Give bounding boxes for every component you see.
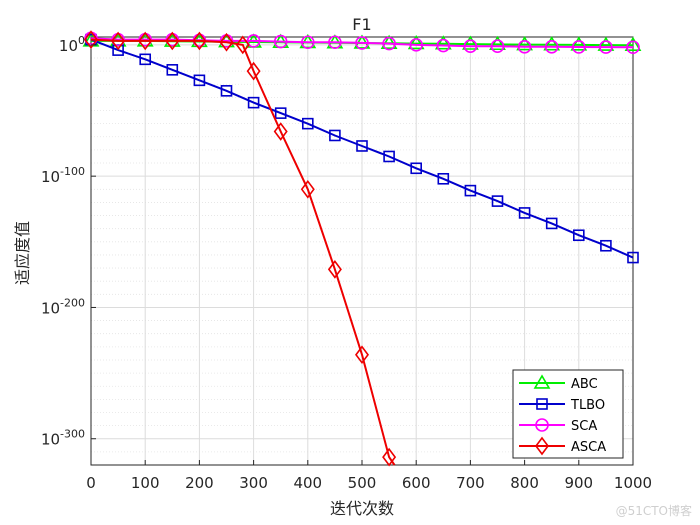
legend-label-asca: ASCA xyxy=(571,440,606,455)
data-point-tlbo xyxy=(356,140,368,152)
data-point-abc xyxy=(434,35,452,50)
data-point-sca xyxy=(382,36,396,51)
x-tick-label: 700 xyxy=(456,474,485,492)
data-point-asca xyxy=(382,447,397,467)
x-tick-label: 1000 xyxy=(614,474,652,492)
legend-marker-abc xyxy=(533,374,551,389)
x-tick-label: 100 xyxy=(131,474,160,492)
data-point-sca xyxy=(571,40,586,54)
data-point-sca xyxy=(328,35,342,50)
series-line-sca xyxy=(90,37,634,49)
series-line-asca xyxy=(90,38,396,466)
legend-marker-tlbo xyxy=(536,398,548,410)
data-point-sca xyxy=(463,39,478,53)
y-axis-label: 适应度值 xyxy=(13,221,32,285)
data-point-tlbo xyxy=(329,129,341,142)
data-point-asca xyxy=(300,179,315,199)
data-point-sca xyxy=(517,40,532,54)
data-point-sca xyxy=(626,40,640,55)
data-point-sca xyxy=(544,40,559,54)
series-tlbo xyxy=(85,33,639,264)
x-tick-label: 200 xyxy=(185,474,214,492)
x-tick-label: 500 xyxy=(348,474,377,492)
data-point-tlbo xyxy=(437,172,450,185)
data-point-abc xyxy=(380,34,398,50)
x-tick-label: 900 xyxy=(564,474,593,492)
data-point-asca xyxy=(165,31,180,51)
data-point-tlbo xyxy=(301,117,314,130)
data-point-abc xyxy=(597,36,615,51)
data-point-abc xyxy=(624,36,642,51)
data-point-asca xyxy=(355,345,369,365)
data-point-abc xyxy=(407,34,425,50)
data-point-sca xyxy=(436,38,451,53)
series-asca xyxy=(84,30,397,467)
data-point-tlbo xyxy=(545,217,558,230)
legend: ABC TLBO SCA ASCA xyxy=(512,369,624,459)
data-point-abc xyxy=(462,35,479,50)
data-point-tlbo xyxy=(383,150,395,163)
data-point-sca xyxy=(490,39,505,53)
data-point-abc xyxy=(543,36,561,51)
data-point-tlbo xyxy=(600,239,612,252)
data-point-abc xyxy=(489,35,506,51)
x-tick-label: 800 xyxy=(510,474,539,492)
data-point-asca xyxy=(138,31,153,51)
legend-label-sca: SCA xyxy=(571,419,597,434)
legend-label-abc: ABC xyxy=(571,377,598,392)
data-point-tlbo xyxy=(166,64,179,76)
data-point-asca xyxy=(84,30,98,49)
data-point-sca xyxy=(409,38,424,52)
data-point-tlbo xyxy=(220,85,233,97)
data-point-tlbo xyxy=(491,195,504,207)
legend-marker-asca xyxy=(535,436,549,456)
watermark: @51CTO博客 xyxy=(615,504,692,518)
data-point-sca xyxy=(599,40,613,54)
x-tick-label: 400 xyxy=(293,474,322,492)
legend-label-tlbo: TLBO xyxy=(570,398,605,413)
legend-marker-sca xyxy=(535,418,549,432)
data-point-asca xyxy=(246,61,261,81)
data-point-asca xyxy=(273,122,288,141)
data-point-asca xyxy=(235,35,250,55)
series-layer xyxy=(82,30,642,467)
series-line-tlbo xyxy=(90,38,634,259)
data-point-abc xyxy=(570,36,588,51)
data-point-tlbo xyxy=(274,107,287,119)
x-tick-label: 600 xyxy=(402,474,431,492)
legend-box xyxy=(512,369,624,459)
data-point-asca xyxy=(327,260,342,279)
data-point-abc xyxy=(516,36,533,51)
data-point-tlbo xyxy=(410,162,423,175)
data-point-tlbo xyxy=(464,184,477,197)
x-axis-label: 迭代次数 xyxy=(330,499,394,518)
data-point-asca xyxy=(192,31,207,51)
data-point-tlbo xyxy=(193,74,206,87)
chart-title: F1 xyxy=(352,15,371,34)
data-point-sca xyxy=(300,35,315,50)
x-tick-label: 0 xyxy=(86,474,96,492)
x-tick-label: 300 xyxy=(239,474,268,492)
data-point-tlbo xyxy=(627,251,639,264)
data-point-tlbo xyxy=(139,53,151,66)
data-point-tlbo xyxy=(247,96,260,109)
x-axis: 0 100 200 300 400 500 600 700 800 900 1000 xyxy=(86,460,652,492)
data-point-sca xyxy=(246,34,261,48)
data-point-asca xyxy=(111,31,126,51)
data-point-sca xyxy=(273,34,288,49)
data-point-tlbo xyxy=(518,207,531,219)
data-point-asca xyxy=(219,32,234,52)
data-point-sca xyxy=(355,36,369,50)
data-point-tlbo xyxy=(572,229,585,242)
